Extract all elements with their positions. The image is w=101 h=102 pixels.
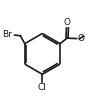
Text: O: O — [77, 34, 84, 43]
Text: O: O — [64, 18, 71, 27]
Text: Cl: Cl — [38, 83, 47, 92]
Text: Br: Br — [2, 30, 12, 39]
